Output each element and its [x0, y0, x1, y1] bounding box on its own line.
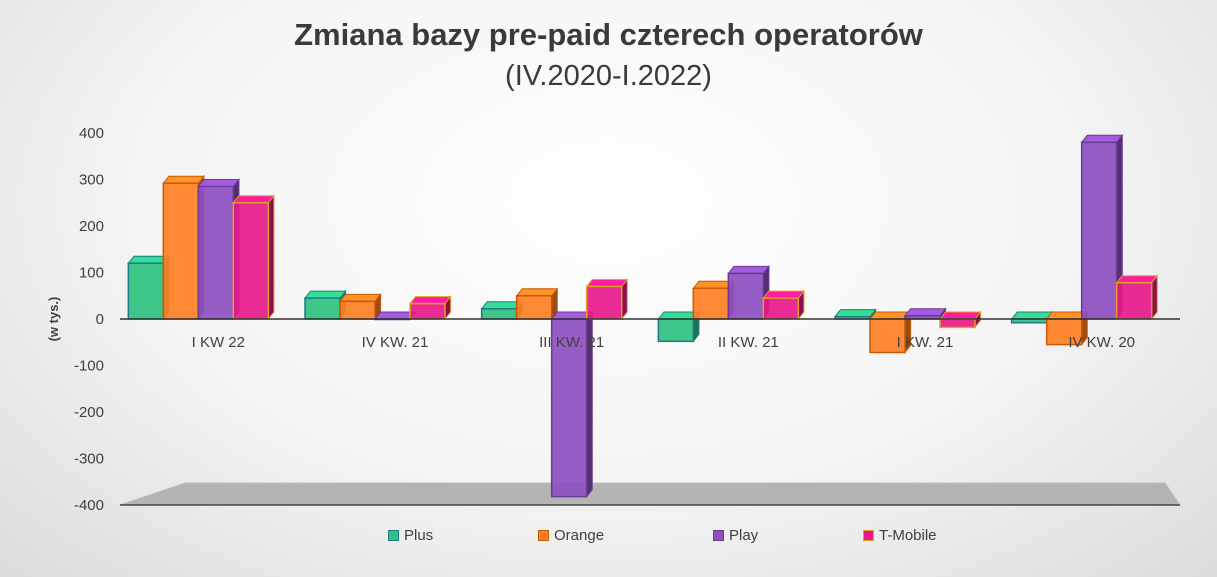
y-tick-label: -200 [74, 404, 104, 421]
bar-t-mobile-2 [408, 295, 452, 321]
legend-label: Play [729, 527, 759, 544]
legend-label: Orange [554, 527, 605, 544]
x-category-label: IV KW. 21 [362, 334, 429, 351]
bar-orange-3 [515, 287, 559, 321]
y-tick-label: -300 [74, 451, 104, 468]
x-category-label: III KW. 21 [539, 334, 604, 351]
bar-orange-2 [338, 292, 382, 321]
legend-item-plus: Plus [388, 527, 433, 544]
bar-plus-5 [833, 308, 877, 321]
x-category-label: I KW 22 [192, 334, 245, 351]
chart-title: Zmiana bazy pre-paid czterech operatorów [294, 17, 923, 52]
legend-swatch [538, 530, 549, 541]
bar-play-3 [550, 310, 594, 499]
chart-subtitle: (IV.2020-I.2022) [505, 60, 712, 92]
bar-t-mobile-6 [1115, 274, 1159, 321]
bar-t-mobile-1 [232, 194, 275, 321]
y-tick-label: -400 [74, 497, 104, 514]
legend-label: T-Mobile [879, 527, 937, 544]
legend-label: Plus [404, 527, 434, 544]
legend-swatch [863, 530, 874, 541]
y-tick-label: 300 [79, 172, 104, 189]
x-category-label: II KW. 21 [718, 334, 779, 351]
legend-item-t-mobile: T-Mobile [863, 527, 937, 544]
bar-play-5 [903, 307, 947, 321]
chart-legend: Plus Orange Play T-Mobile [0, 527, 1217, 547]
y-tick-label: 100 [79, 265, 104, 282]
x-category-label: IV KW. 20 [1068, 334, 1135, 351]
bar-t-mobile-3 [585, 278, 629, 321]
y-axis-label: (w tys.) [46, 297, 61, 342]
y-tick-label: 400 [79, 125, 104, 142]
bar-plus-2 [303, 289, 347, 321]
legend-item-orange: Orange [538, 527, 604, 544]
chart-title-block: Zmiana bazy pre-paid czterech operatorów… [0, 14, 1217, 96]
bar-play-6 [1080, 133, 1124, 321]
legend-item-play: Play [713, 527, 758, 544]
y-tick-label: 0 [96, 311, 104, 328]
legend-swatch [713, 530, 724, 541]
y-tick-label: -100 [74, 358, 104, 375]
bar-t-mobile-4 [762, 289, 805, 321]
y-tick-label: 200 [79, 218, 104, 235]
x-category-label: I KW. 21 [897, 334, 954, 351]
bar-orange-6 [1045, 310, 1089, 347]
chart-floor [119, 482, 1181, 506]
legend-swatch [388, 530, 399, 541]
